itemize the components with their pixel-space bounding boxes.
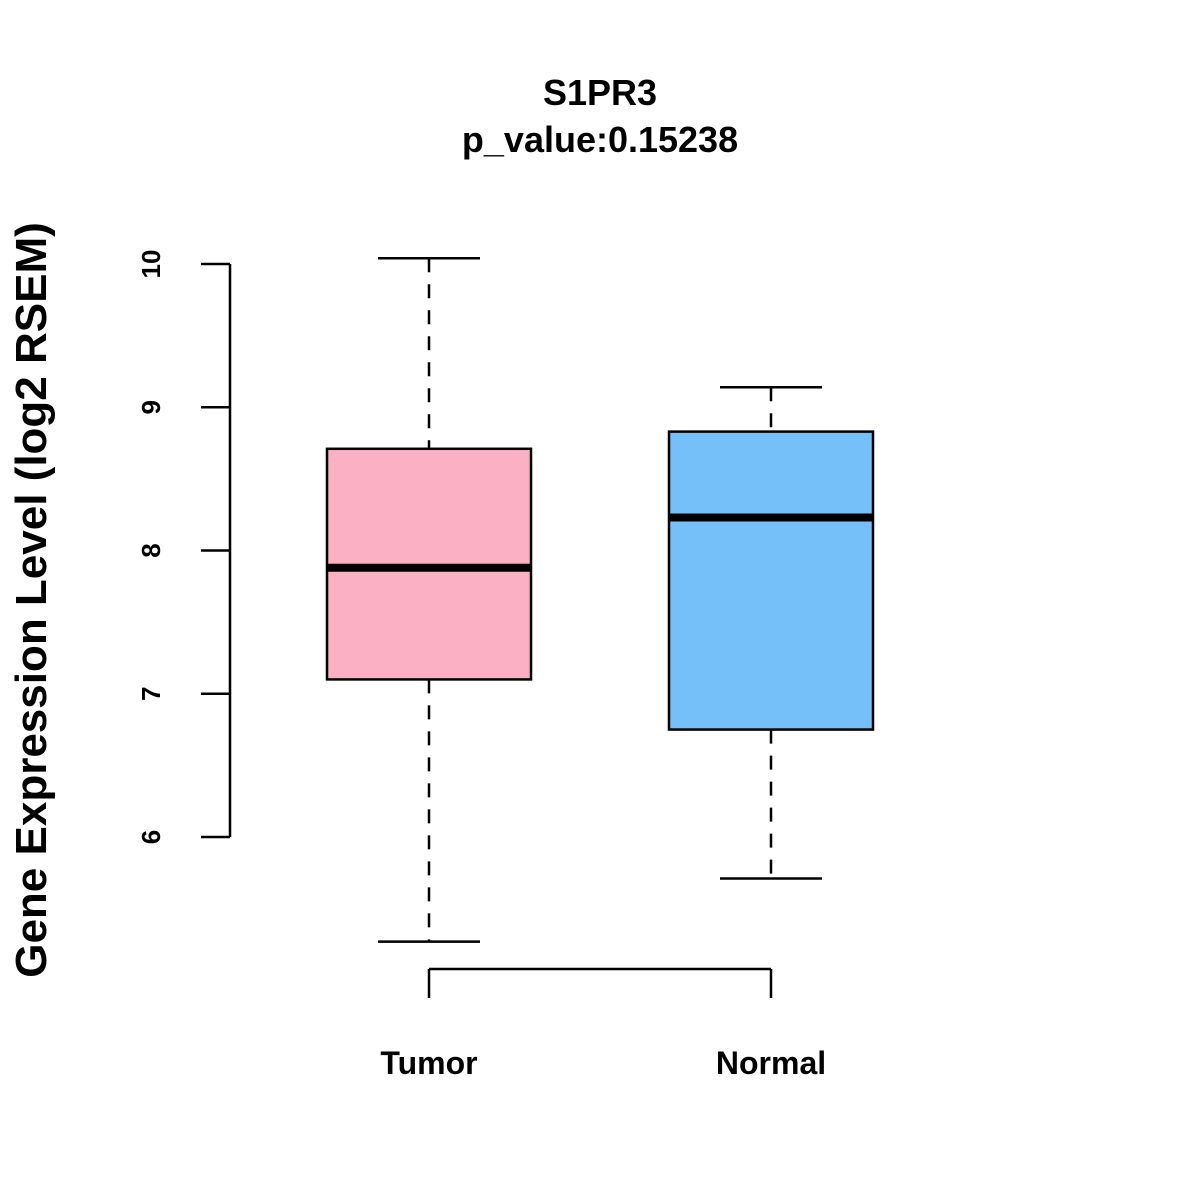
x-tick-label-normal: Normal: [716, 1045, 826, 1081]
y-tick-label: 10: [136, 250, 166, 279]
y-tick-label: 8: [136, 543, 166, 557]
y-axis: 6 7 8 9 10: [136, 250, 232, 844]
x-axis: Tumor Normal: [380, 967, 826, 1081]
chart-subtitle: p_value:0.15238: [462, 119, 738, 160]
box-group-tumor: [325, 257, 533, 943]
y-axis-label: Gene Expression Level (log2 RSEM): [7, 222, 56, 978]
y-tick-label: 7: [136, 687, 166, 701]
box-group-normal: [667, 385, 875, 880]
y-tick-label: 9: [136, 400, 166, 414]
y-tick-label: 6: [136, 830, 166, 844]
x-tick-label-tumor: Tumor: [380, 1045, 477, 1081]
chart-title: S1PR3: [543, 72, 657, 113]
iqr-box: [667, 430, 875, 731]
box-groups: [325, 257, 875, 943]
